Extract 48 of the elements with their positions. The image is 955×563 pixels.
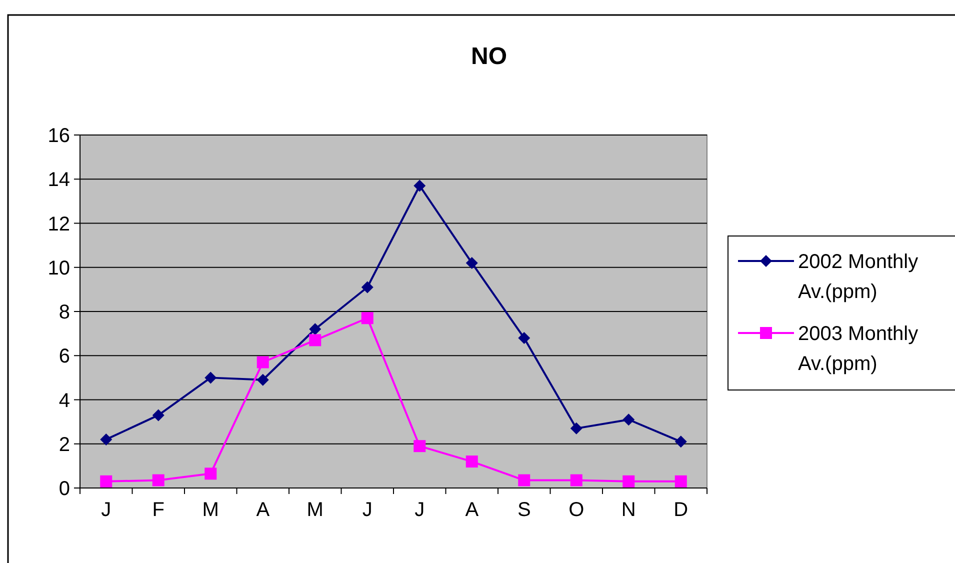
y-tick-label: 10 [48, 257, 70, 280]
y-tick-label: 0 [58, 478, 70, 500]
x-tick-label: F [152, 499, 164, 521]
point [518, 474, 530, 486]
point [674, 475, 687, 488]
point [361, 281, 374, 294]
y-tick-label: 2 [58, 434, 70, 456]
y-tick-label: 16 [48, 125, 70, 147]
point [152, 474, 164, 486]
point [100, 433, 112, 446]
y-tick-label: 8 [58, 302, 70, 324]
legend-label: 2003 Monthly Av.(ppm) [798, 323, 918, 375]
x-tick-label: J [414, 499, 425, 521]
point [414, 180, 426, 192]
x-tick-label: N [621, 499, 636, 521]
point [204, 372, 217, 384]
point [309, 334, 322, 346]
x-tick-label: J [101, 499, 112, 521]
point [570, 474, 582, 486]
x-tick-label: O [568, 499, 584, 521]
x-tick-label: M [306, 499, 324, 521]
point [518, 332, 530, 344]
x-tick-label: D [674, 499, 688, 521]
point [204, 468, 217, 480]
x-tick-label: A [465, 499, 480, 521]
point [466, 456, 478, 468]
x-tick-label: A [256, 499, 270, 521]
point [466, 256, 478, 269]
x-tick-label: S [517, 499, 531, 521]
point [414, 440, 426, 452]
point [570, 422, 582, 434]
y-tick-label: 4 [58, 390, 70, 412]
point [309, 323, 322, 336]
x-tick-label: J [362, 499, 372, 521]
point [152, 409, 164, 422]
x-tick-label: M [202, 499, 219, 521]
point [256, 356, 269, 368]
point [674, 436, 687, 448]
point [622, 475, 635, 488]
point [361, 312, 374, 324]
point [622, 414, 635, 426]
y-tick-label: 12 [48, 213, 70, 236]
point [256, 374, 269, 386]
point [100, 475, 112, 488]
chart-title: NO [471, 43, 507, 70]
legend-label: 2002 Monthly Av.(ppm) [798, 251, 918, 303]
y-tick-label: 14 [48, 169, 70, 192]
y-tick-label: 6 [58, 346, 70, 368]
